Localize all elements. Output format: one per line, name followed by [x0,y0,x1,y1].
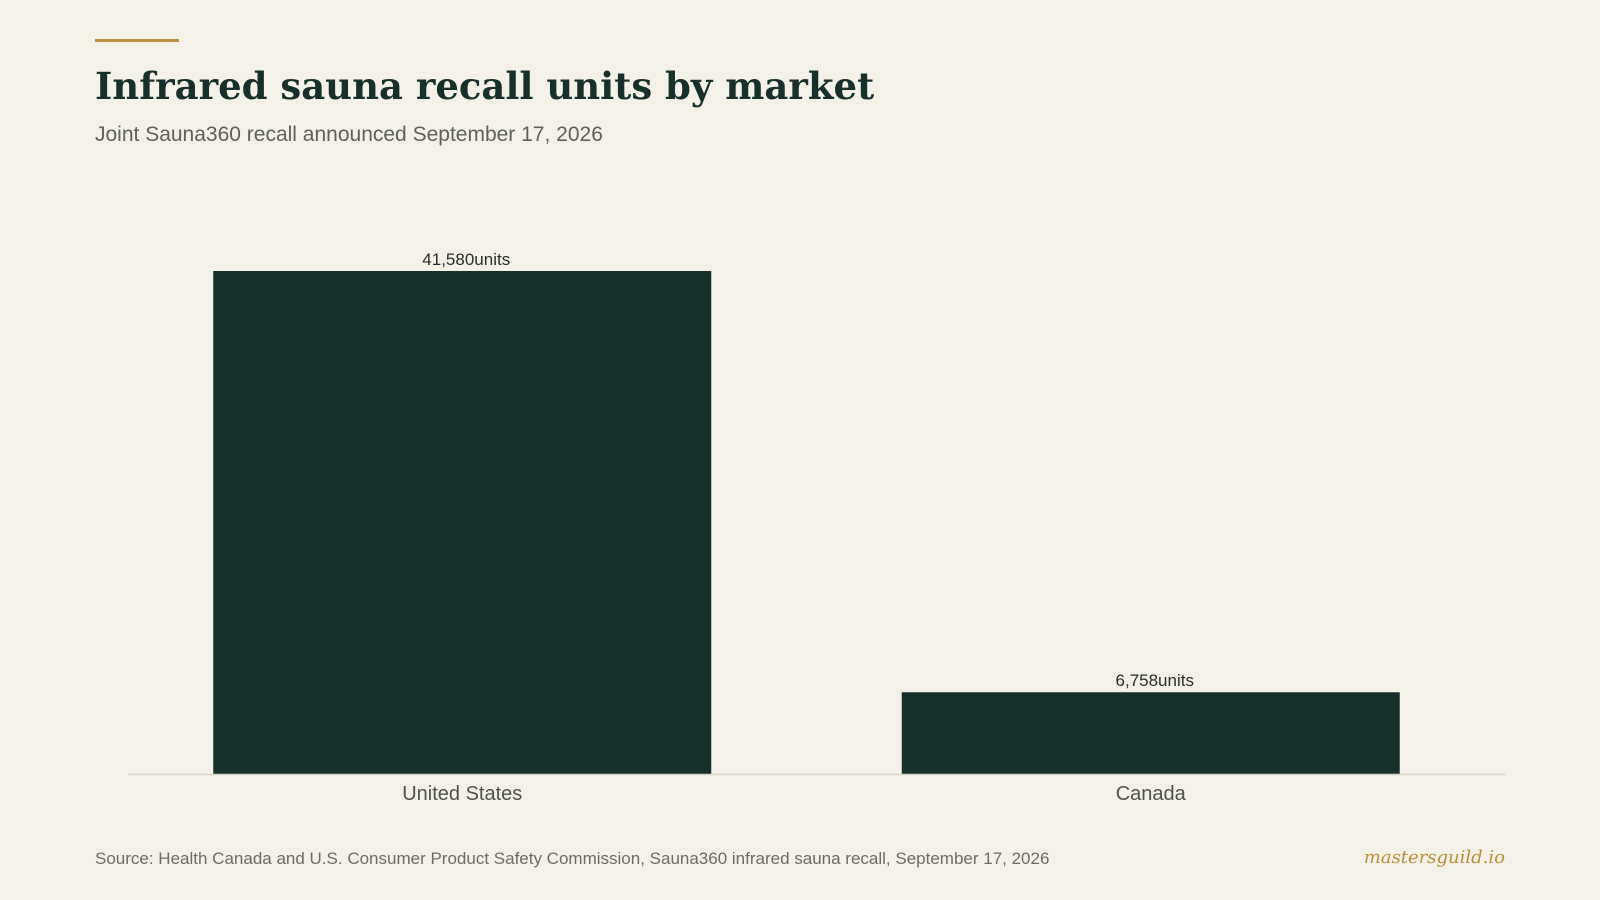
title-accent-rule [95,39,179,42]
bar-united-states [213,271,712,774]
chart-title: Infrared sauna recall units by market [95,64,875,108]
source-note: Source: Health Canada and U.S. Consumer … [95,849,1050,868]
chart-subtitle: Joint Sauna360 recall announced Septembe… [95,123,603,146]
bar-canada [901,692,1400,774]
x-tick-label: United States [402,783,522,805]
data-label: 41,580units [422,250,510,269]
x-tick-label: Canada [1116,783,1187,805]
brand-link[interactable]: mastersguild.io [1363,847,1505,868]
data-label: 6,758units [1116,671,1194,690]
